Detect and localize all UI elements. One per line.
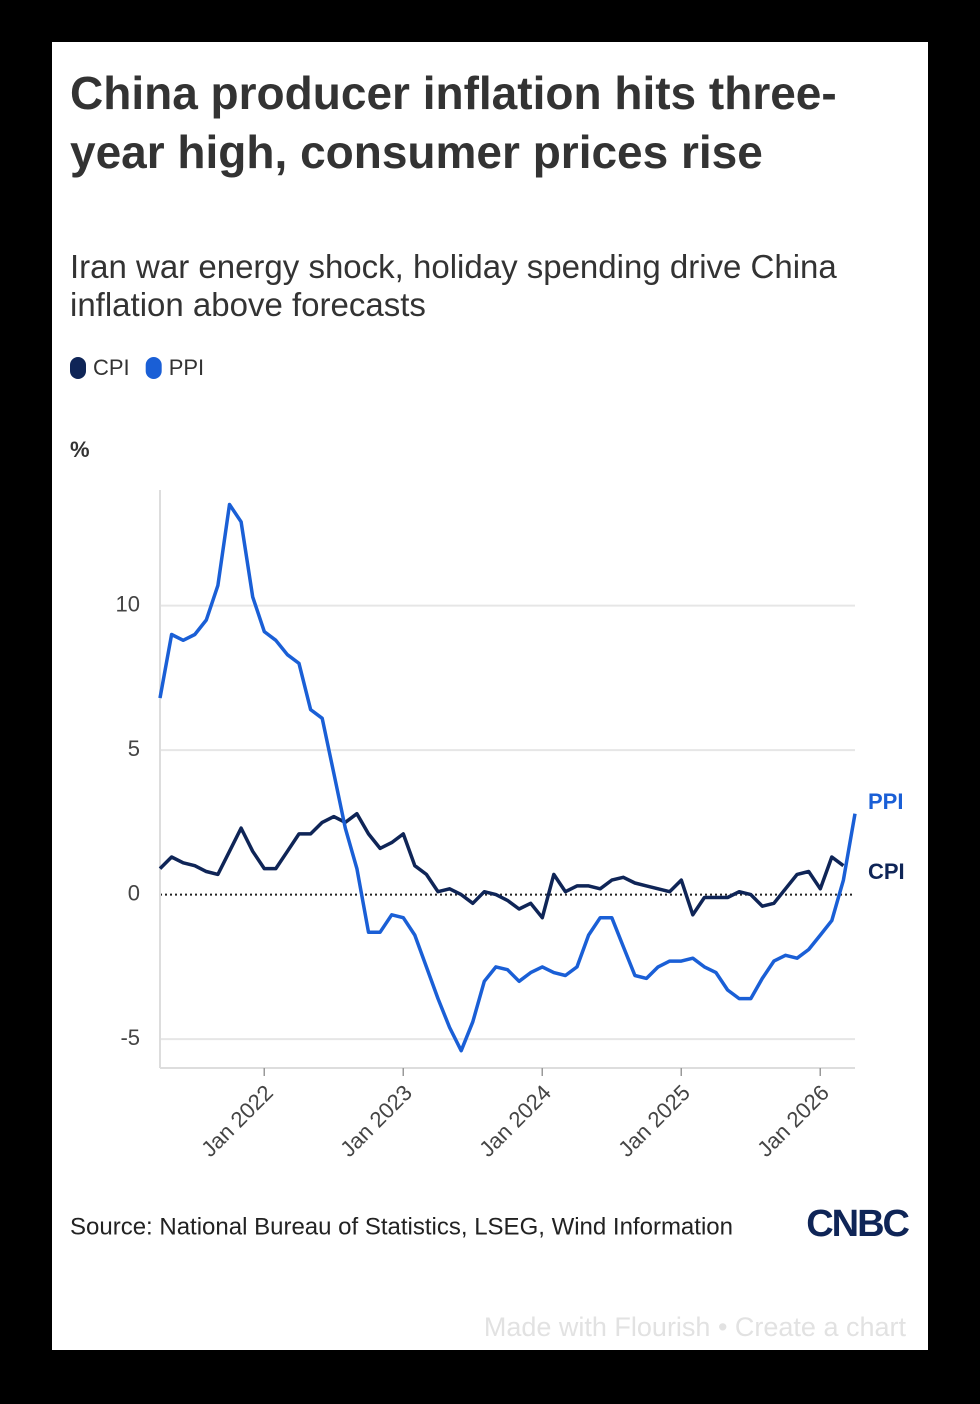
- credit[interactable]: Made with Flourish • Create a chart: [484, 1312, 907, 1342]
- x-tick-label: Jan 2026: [752, 1080, 834, 1162]
- card: [52, 42, 928, 1350]
- end-label: CPI: [868, 859, 905, 884]
- chart-subtitle: Iran war energy shock, holiday spending …: [70, 248, 837, 323]
- x-tick-label: Jan 2024: [474, 1080, 556, 1162]
- y-tick-label: 10: [116, 591, 140, 616]
- y-axis-label: %: [70, 437, 90, 462]
- legend-label: PPI: [169, 355, 204, 380]
- source: Source: National Bureau of Statistics, L…: [70, 1213, 733, 1240]
- end-label: PPI: [868, 789, 903, 814]
- legend-swatch: [70, 357, 86, 379]
- series-line: [158, 811, 845, 920]
- x-tick-label: Jan 2022: [196, 1080, 278, 1162]
- series-line: [158, 502, 857, 1053]
- y-tick-label: 0: [128, 880, 140, 905]
- y-tick-label: -5: [120, 1025, 140, 1050]
- y-tick-label: 5: [128, 736, 140, 761]
- logo: CNBC: [806, 1203, 909, 1245]
- x-tick-label: Jan 2025: [613, 1080, 695, 1162]
- legend-swatch: [145, 357, 162, 379]
- x-tick-label: Jan 2023: [335, 1080, 417, 1162]
- chart-title: China producer inflation hits three-year…: [70, 67, 837, 178]
- legend-label: CPI: [93, 355, 130, 380]
